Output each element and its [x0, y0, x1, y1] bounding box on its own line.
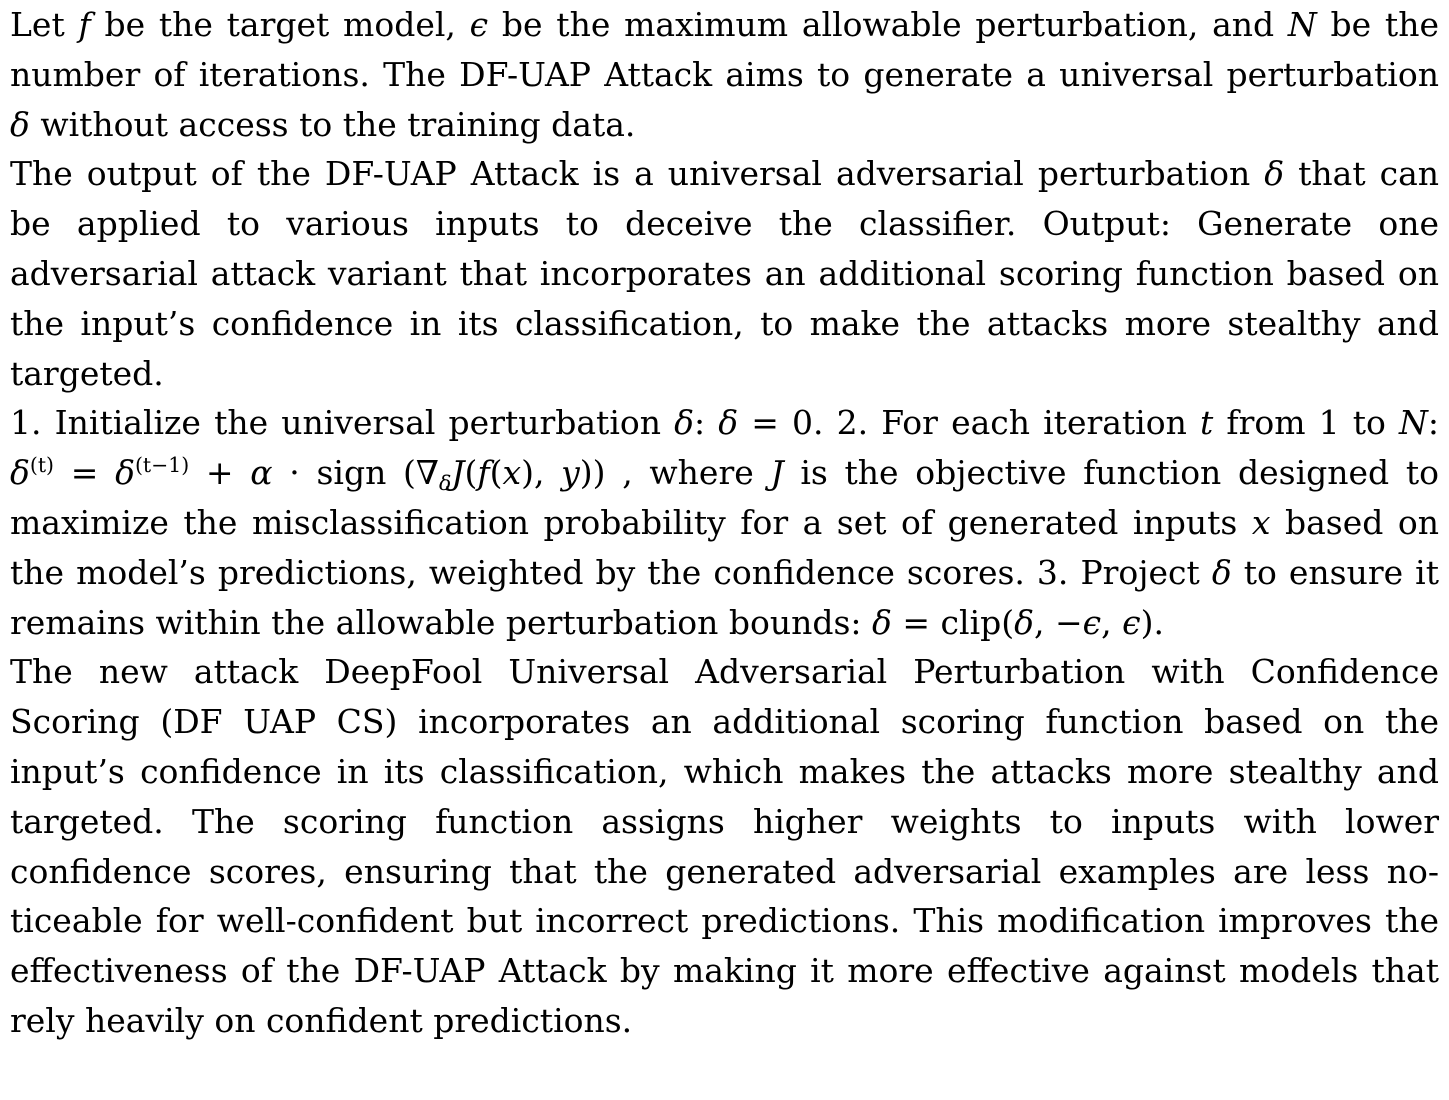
math-f: f	[477, 453, 490, 493]
math-paren: (	[489, 453, 503, 493]
text: 1. Initialize the universal perturbation	[10, 403, 675, 443]
math-epsilon: ϵ	[1082, 602, 1102, 642]
math-paren: )	[1140, 602, 1154, 642]
math-cdot: ·	[272, 453, 317, 493]
math-N: N	[1287, 5, 1317, 44]
text: . 2. For each iteration	[813, 403, 1200, 443]
math-equals: =	[54, 453, 116, 493]
math-delta: δ	[1211, 552, 1232, 592]
math-delta: δ	[1264, 154, 1285, 194]
math-clip: = clip(	[891, 602, 1015, 642]
math-x: x	[1251, 502, 1271, 542]
math-subscript-delta: δ	[438, 470, 452, 495]
math-f: f	[78, 5, 91, 44]
math-delta: δ	[718, 403, 739, 443]
math-delta: δ	[674, 403, 694, 443]
math-delta: δ	[872, 602, 892, 642]
math-epsilon: ϵ	[469, 5, 489, 44]
text: , where	[605, 453, 771, 493]
math-x: x	[502, 453, 522, 493]
math-superscript-t: (t)	[29, 452, 55, 477]
math-J: J	[770, 453, 784, 493]
text: from 1 to	[1213, 403, 1400, 443]
text: .	[1153, 602, 1164, 642]
math-alpha: α	[250, 453, 273, 493]
math-comma-minus: , −	[1034, 602, 1083, 642]
math-y: y	[561, 453, 580, 493]
math-t: t	[1199, 403, 1214, 443]
math-paren: (	[386, 453, 416, 493]
text: The output of the DF-UAP Attack is a uni…	[10, 154, 1265, 194]
text: :	[693, 403, 719, 443]
math-comma: ,	[1101, 602, 1123, 642]
text: that can be applied to various inputs to…	[10, 154, 1440, 393]
math-delta: δ	[10, 453, 30, 493]
text: without access to the training data.	[29, 104, 636, 144]
math-delta: δ	[115, 453, 135, 493]
text: :	[1427, 403, 1440, 443]
text: is the objective function designed to ma…	[10, 453, 1439, 542]
math-comma: ),	[521, 453, 562, 493]
text: Let	[10, 5, 79, 44]
text: be the maximum allowable perturbation, a…	[488, 5, 1288, 44]
math-delta: δ	[10, 104, 30, 144]
math-paren: ))	[579, 453, 606, 493]
paragraph-new-attack: The new attack DeepFool Universal Advers…	[10, 652, 1439, 1040]
text: be the target model,	[90, 5, 470, 44]
paragraph-setup: Let f be the target model, ϵ be the maxi…	[10, 0, 1439, 149]
math-eq-zero: = 0	[738, 403, 813, 443]
math-epsilon: ϵ	[1122, 602, 1141, 642]
paragraph-steps: 1. Initialize the universal perturbation…	[10, 398, 1439, 647]
text: be the number of iterations. The DF-UAP …	[10, 5, 1439, 94]
math-superscript-t-minus-1: (t−1)	[134, 452, 190, 477]
text: to ensure it remains within the allowabl…	[10, 552, 1439, 642]
text: based on the model’s predictions, weight…	[10, 502, 1439, 592]
math-J: J	[451, 453, 465, 493]
math-plus: +	[189, 453, 251, 493]
paragraph-output: The output of the DF-UAP Attack is a uni…	[10, 149, 1439, 398]
math-N: N	[1399, 403, 1428, 443]
math-sign: sign	[316, 453, 387, 493]
math-delta: δ	[1014, 602, 1035, 642]
math-paren: (	[464, 453, 478, 493]
math-nabla: ∇	[415, 453, 439, 493]
